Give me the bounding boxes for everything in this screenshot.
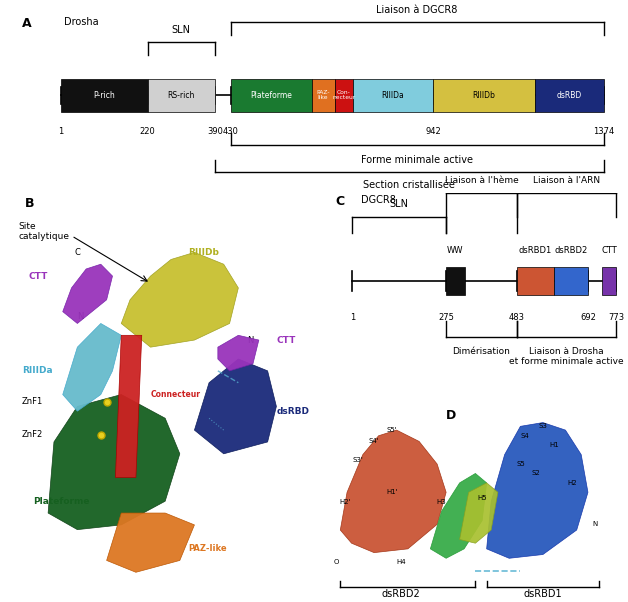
Text: S4': S4' [369, 438, 379, 444]
Text: Liaison à l'ARN: Liaison à l'ARN [533, 176, 600, 185]
Text: SLN: SLN [171, 25, 191, 36]
Text: DGCR8: DGCR8 [361, 195, 396, 205]
FancyBboxPatch shape [311, 79, 335, 112]
Text: 430: 430 [223, 127, 239, 136]
Text: Connecteur: Connecteur [151, 390, 200, 399]
Text: 220: 220 [139, 127, 156, 136]
Polygon shape [195, 359, 276, 454]
Text: dsRBD: dsRBD [276, 406, 310, 415]
Text: S2: S2 [532, 471, 541, 476]
Text: Forme minimale active: Forme minimale active [361, 155, 473, 165]
Text: PAZ-
like: PAZ- like [317, 90, 330, 101]
Text: N: N [592, 521, 597, 527]
Text: Plateforme: Plateforme [250, 91, 292, 100]
Text: CTT: CTT [29, 272, 48, 281]
Text: Dimérisation: Dimérisation [453, 347, 511, 356]
Text: RS-rich: RS-rich [168, 91, 195, 100]
FancyBboxPatch shape [230, 79, 311, 112]
Text: H2': H2' [339, 498, 350, 504]
Text: 1374: 1374 [593, 127, 614, 136]
Text: H2: H2 [567, 480, 577, 486]
Text: H5: H5 [477, 495, 487, 501]
Text: RIIIDb: RIIIDb [472, 91, 495, 100]
FancyBboxPatch shape [61, 79, 148, 112]
FancyBboxPatch shape [353, 79, 433, 112]
FancyBboxPatch shape [446, 267, 465, 295]
Polygon shape [460, 483, 498, 543]
Text: 1: 1 [58, 127, 63, 136]
Text: SLN: SLN [390, 199, 409, 209]
Text: S5: S5 [516, 461, 525, 467]
Text: 390: 390 [207, 127, 223, 136]
Text: H1: H1 [550, 442, 559, 448]
Text: RIIIDa: RIIIDa [382, 91, 404, 100]
Text: RIIIDb: RIIIDb [188, 248, 219, 257]
Text: P-rich: P-rich [94, 91, 115, 100]
Text: 1: 1 [350, 313, 355, 322]
Polygon shape [63, 264, 112, 323]
Text: O: O [333, 559, 338, 565]
Text: WW: WW [447, 246, 463, 255]
Polygon shape [63, 323, 121, 411]
Text: B: B [24, 197, 34, 210]
FancyBboxPatch shape [535, 79, 604, 112]
Text: CTT: CTT [601, 246, 617, 255]
Text: PAZ-like: PAZ-like [188, 544, 227, 553]
Text: H1': H1' [386, 489, 398, 495]
Text: RIIIDa: RIIIDa [22, 367, 52, 376]
Polygon shape [430, 473, 487, 558]
Text: S3: S3 [538, 423, 548, 429]
Text: 773: 773 [608, 313, 624, 322]
Text: dsRBD2: dsRBD2 [382, 589, 421, 600]
Text: Site
catalytique: Site catalytique [19, 222, 70, 241]
Text: C: C [75, 248, 80, 257]
FancyBboxPatch shape [517, 267, 554, 295]
Text: S3': S3' [353, 458, 364, 464]
Text: 275: 275 [438, 313, 454, 322]
Text: S4: S4 [521, 433, 529, 439]
Text: CTT: CTT [276, 335, 296, 344]
Text: 483: 483 [509, 313, 525, 322]
Text: Liaison à Drosha
et forme minimale active: Liaison à Drosha et forme minimale activ… [509, 347, 624, 366]
FancyBboxPatch shape [148, 79, 215, 112]
Text: 942: 942 [425, 127, 441, 136]
Text: Plateforme: Plateforme [33, 497, 90, 506]
Text: dsRBD1: dsRBD1 [524, 589, 562, 600]
Text: N: N [247, 335, 254, 344]
FancyBboxPatch shape [433, 79, 535, 112]
Text: ZnF1: ZnF1 [22, 397, 43, 406]
Text: dsRBD: dsRBD [556, 91, 582, 100]
Text: Liaison à l'hème: Liaison à l'hème [445, 176, 518, 185]
Polygon shape [121, 252, 239, 347]
Text: H4: H4 [396, 559, 406, 565]
Polygon shape [218, 335, 259, 371]
Polygon shape [116, 335, 142, 477]
Text: Section cristallisée: Section cristallisée [363, 180, 455, 190]
Text: C: C [335, 195, 344, 208]
Text: dsRBD2: dsRBD2 [555, 246, 588, 255]
Text: Liaison à DGCR8: Liaison à DGCR8 [376, 5, 458, 16]
Polygon shape [107, 513, 195, 573]
Text: N: N [77, 312, 84, 321]
Text: Drosha: Drosha [64, 17, 99, 27]
Text: A: A [22, 17, 31, 30]
Text: ZnF2: ZnF2 [22, 430, 43, 439]
Text: D: D [446, 409, 457, 423]
FancyBboxPatch shape [602, 267, 616, 295]
Text: dsRBD1: dsRBD1 [519, 246, 552, 255]
Text: 692: 692 [580, 313, 596, 322]
Text: H3: H3 [436, 498, 447, 504]
FancyBboxPatch shape [554, 267, 588, 295]
Text: Con-
necteur: Con- necteur [332, 90, 355, 101]
Polygon shape [48, 394, 180, 530]
Polygon shape [340, 430, 446, 553]
FancyBboxPatch shape [335, 79, 353, 112]
Text: S5': S5' [387, 427, 398, 433]
Polygon shape [487, 423, 588, 558]
